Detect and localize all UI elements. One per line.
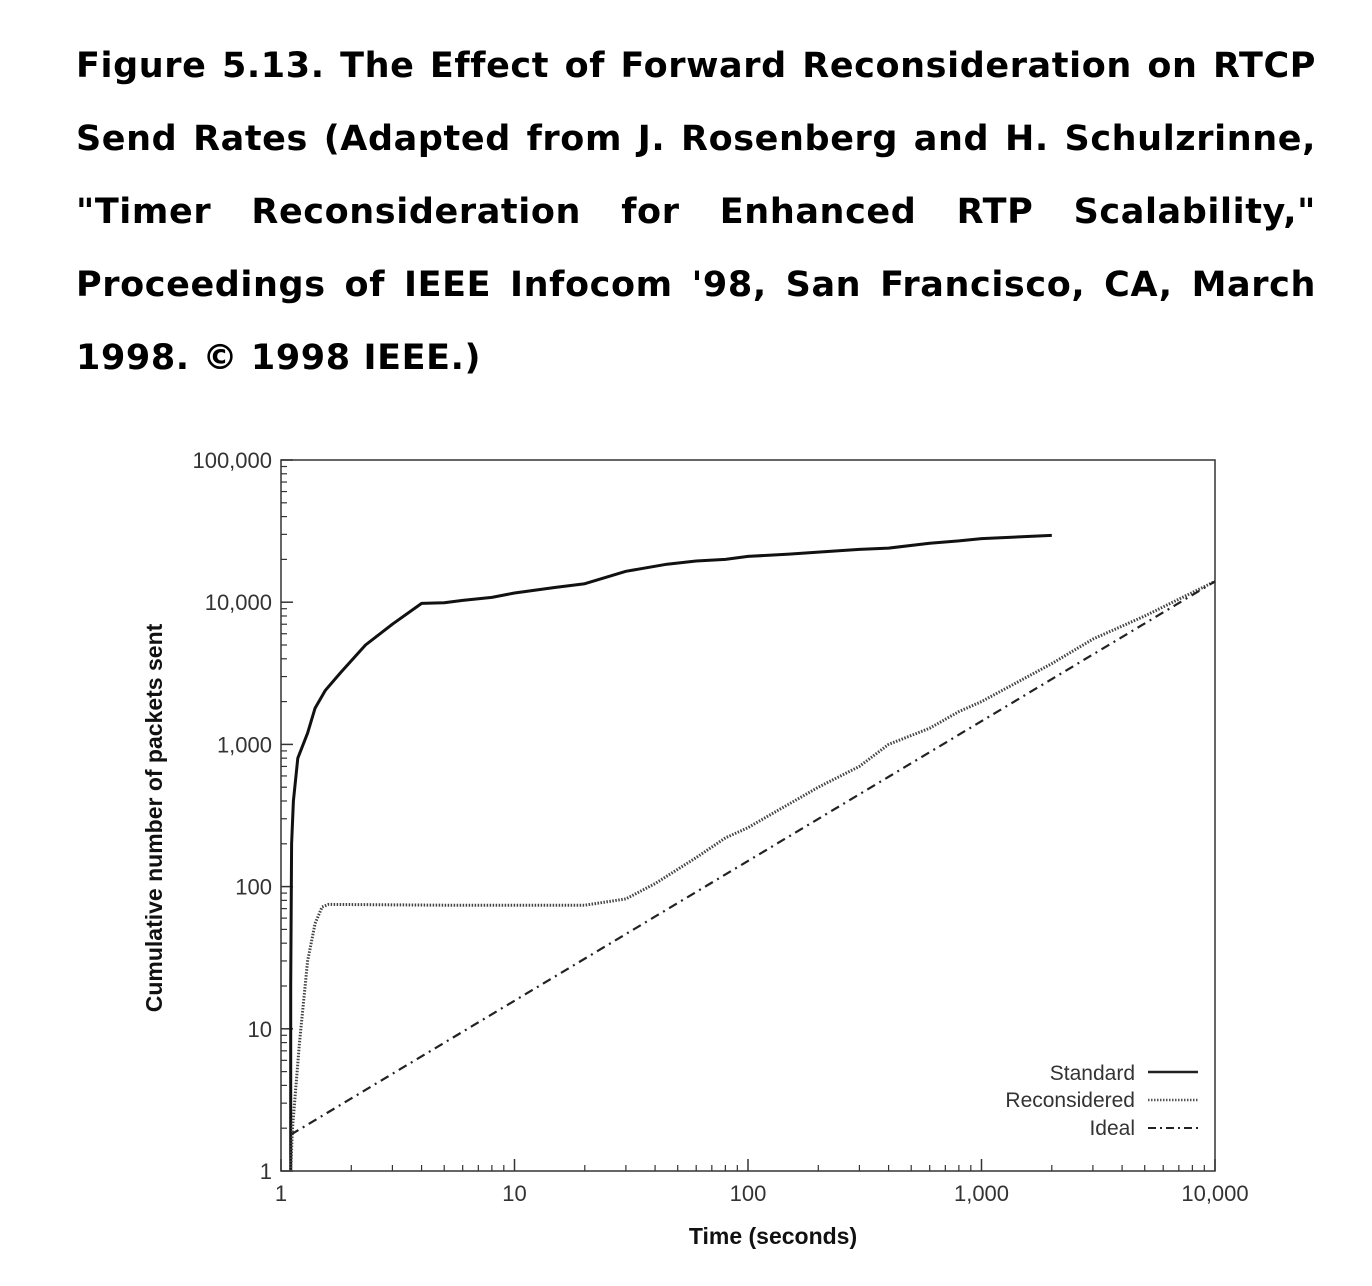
y-axis-title: Cumulative number of packets sent <box>141 623 167 1012</box>
y-tick-label: 100 <box>235 875 272 900</box>
y-tick-label: 10 <box>248 1017 272 1042</box>
figure-caption: Figure 5.13. The Effect of Forward Recon… <box>76 46 1316 378</box>
x-tick-label: 100 <box>730 1181 767 1206</box>
legend-label-ideal: Ideal <box>1089 1117 1135 1140</box>
x-tick-label: 10,000 <box>1181 1181 1248 1206</box>
series-layer <box>289 533 1216 1172</box>
y-tick-label: 1,000 <box>217 732 272 757</box>
y-axis: 1 10 100 1,000 10,000 100,000 <box>192 448 293 1184</box>
legend-label-standard: Standard <box>1050 1062 1135 1085</box>
legend-label-reconsidered: Reconsidered <box>1005 1089 1135 1112</box>
x-tick-label: 10 <box>502 1181 526 1206</box>
series-line-ideal <box>290 580 1216 1136</box>
legend: Standard Reconsidered Ideal <box>1005 1062 1198 1140</box>
x-tick-label: 1,000 <box>954 1181 1009 1206</box>
x-axis-title: Time (seconds) <box>689 1223 857 1249</box>
series-line-standard <box>289 533 1052 1171</box>
y-tick-label: 10,000 <box>205 590 272 615</box>
x-tick-label: 1 <box>275 1181 287 1206</box>
y-tick-label: 100,000 <box>192 448 272 473</box>
y-tick-label: 1 <box>260 1159 272 1184</box>
x-axis: 1 10 100 1,000 10,000 <box>275 1159 1249 1206</box>
